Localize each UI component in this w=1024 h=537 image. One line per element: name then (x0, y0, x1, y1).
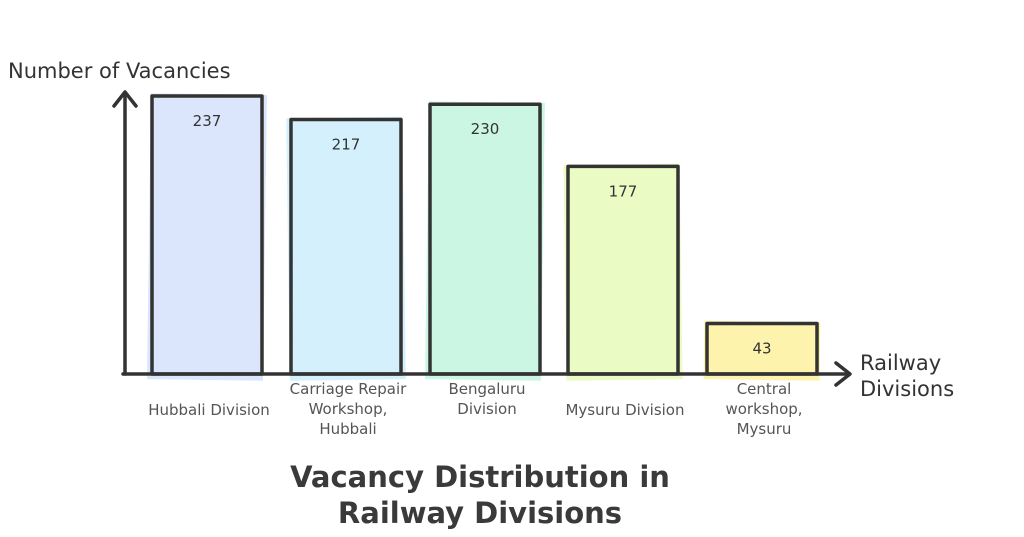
y-axis-title: Number of Vacancies (8, 59, 231, 83)
category-label-0: Hubbali Division (148, 401, 270, 419)
bar-fills (146, 93, 821, 381)
chart-title: Vacancy Distribution in Railway Divisions (290, 460, 670, 530)
category-label-3: Mysuru Division (565, 401, 684, 419)
data-label-3: 177 (609, 182, 638, 200)
data-label-0: 237 (193, 112, 222, 130)
category-label-line: Central (737, 380, 792, 398)
bar-fill-1 (286, 116, 406, 381)
y-axis-arrow (112, 90, 138, 108)
category-label-line: Workshop, (309, 400, 388, 418)
labels: 237 Hubbali Division 217 Carriage Repair Wor… (8, 59, 954, 530)
category-label-line: Division (457, 400, 516, 418)
chart-title-line: Railway Divisions (338, 496, 622, 530)
data-label-1: 217 (332, 135, 361, 153)
category-label-line: workshop, (725, 400, 802, 418)
category-label-4: Central workshop, Mysuru (725, 380, 802, 438)
x-axis-title-line: Railway (860, 351, 941, 375)
category-label-line: Hubbali (319, 420, 376, 438)
category-label-line: Bengaluru (448, 380, 525, 398)
x-axis-arrow (834, 361, 852, 387)
category-label-1: Carriage Repair Workshop, Hubbali (290, 380, 407, 438)
bar-fill-3 (563, 163, 683, 381)
x-axis-title-line: Divisions (860, 377, 954, 401)
category-label-line: Mysuru Division (565, 401, 684, 419)
bar-fill-4 (703, 320, 821, 381)
x-axis-title: Railway Divisions (860, 351, 954, 401)
category-label-line: Hubbali Division (148, 401, 270, 419)
bar-fill-0 (146, 93, 267, 381)
category-label-2: Bengaluru Division (448, 380, 525, 418)
bar-fill-2 (425, 101, 545, 381)
chart-title-line: Vacancy Distribution in (290, 460, 670, 494)
data-label-2: 230 (471, 120, 500, 138)
category-label-line: Mysuru (737, 420, 792, 438)
data-label-4: 43 (752, 340, 771, 358)
category-label-line: Carriage Repair (290, 380, 407, 398)
axes (112, 90, 852, 387)
